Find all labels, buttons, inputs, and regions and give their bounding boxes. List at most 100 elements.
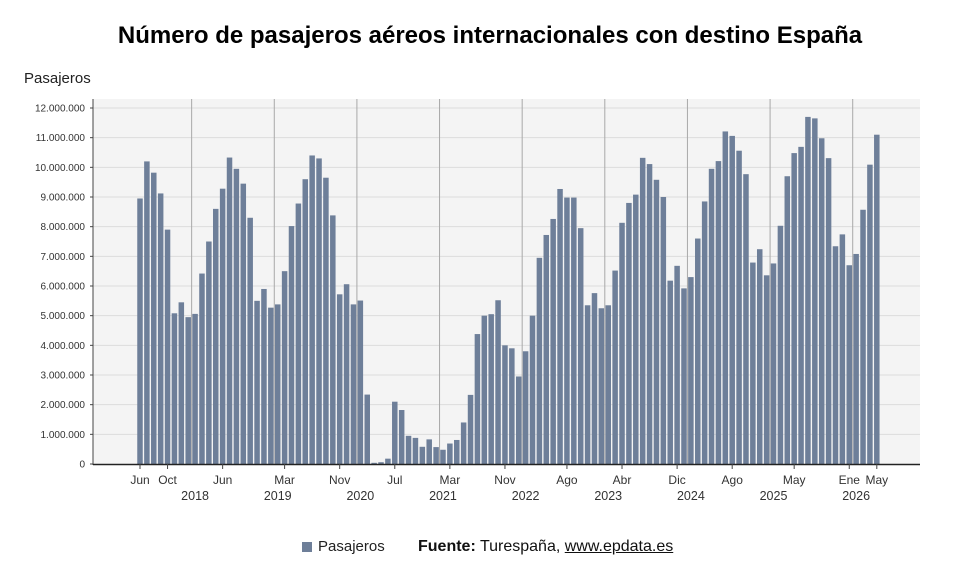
- bar: Sep 2017: [157, 193, 164, 464]
- bar: Ene 2019: [268, 307, 274, 464]
- bar: Nov 2017: [171, 313, 178, 464]
- bar: Feb 2025: [770, 263, 777, 464]
- x-tick-label: Nov: [329, 473, 350, 487]
- bar: Ago 2022: [564, 197, 570, 464]
- bar: Mar 2021: [447, 443, 453, 464]
- y-tick-label: 8.000.000: [41, 222, 86, 233]
- bar: Nov 2020: [419, 446, 426, 464]
- bar: May 2021: [460, 422, 467, 464]
- bar: Ago 2019: [316, 158, 322, 464]
- bar: Sep 2024: [736, 150, 742, 464]
- bar: Sep 2021: [488, 314, 494, 464]
- bar: Nov 2021: [502, 345, 508, 464]
- legend-swatch: [302, 541, 312, 552]
- bar: May 2022: [543, 234, 550, 464]
- bar: Jul 2023: [639, 157, 646, 464]
- bar: Dic 2025: [839, 234, 846, 464]
- x-year-label: 2024: [677, 489, 705, 503]
- bar: Ene 2018: [185, 317, 191, 464]
- bar: Oct 2021: [495, 300, 501, 464]
- bar: Mar 2025: [777, 225, 784, 464]
- bar: Jun 2019: [302, 179, 309, 464]
- x-tick-label: Dic: [668, 473, 685, 487]
- bar: Sep 2022: [571, 197, 577, 464]
- bar: Jul 2025: [805, 116, 811, 465]
- bar: Ago 2024: [729, 135, 735, 464]
- bar: Mar 2023: [612, 270, 618, 464]
- bar: Sep 2020: [405, 435, 412, 464]
- x-tick-label: May: [865, 473, 888, 487]
- bar: May 2019: [295, 203, 302, 464]
- bar: Dic 2017: [178, 302, 185, 464]
- x-year-label: 2019: [264, 489, 292, 503]
- bar: Jun 2018: [219, 188, 226, 464]
- x-year-label: 2022: [512, 489, 540, 503]
- bar: Jul 2024: [722, 131, 729, 464]
- chart-title: Número de pasajeros aéreos internacional…: [117, 22, 863, 49]
- bar: Abr 2023: [619, 222, 625, 464]
- bar: Jul 2022: [557, 188, 563, 465]
- y-axis-title: Pasajeros: [24, 70, 91, 87]
- bar: Oct 2019: [330, 215, 336, 464]
- bar: Oct 2017: [164, 229, 171, 464]
- bar: Jun 2025: [798, 146, 804, 465]
- bar: May 2026: [874, 134, 880, 464]
- bar: Dic 2022: [591, 293, 598, 464]
- bar: Ago 2020: [398, 410, 405, 464]
- bar: Mar 2019: [281, 271, 288, 464]
- bar: Abr 2026: [867, 164, 873, 464]
- bar: Mar 2020: [364, 394, 370, 464]
- bar: Dic 2023: [674, 265, 680, 464]
- y-tick-label: 0: [79, 460, 85, 471]
- bar: Dic 2018: [261, 288, 267, 464]
- y-tick-label: 2.000.000: [41, 400, 86, 411]
- bar: Jun 2020: [385, 458, 391, 464]
- bar: Nov 2023: [667, 280, 673, 464]
- x-tick-label: Ene: [839, 473, 861, 487]
- bar: May 2018: [213, 208, 219, 464]
- bar: Mar 2026: [860, 209, 866, 464]
- bar: Oct 2020: [412, 437, 419, 464]
- bar: Ene 2022: [515, 376, 522, 464]
- bar: Oct 2024: [743, 174, 749, 464]
- bar: Jul 2017: [144, 161, 150, 464]
- bar: Sep 2023: [653, 179, 660, 465]
- bar: Feb 2024: [688, 277, 694, 464]
- y-tick-label: 11.000.000: [36, 133, 86, 144]
- bar: Mar 2018: [199, 273, 205, 464]
- x-tick-label: Ago: [722, 473, 744, 487]
- y-tick-label: 1.000.000: [41, 430, 86, 441]
- x-tick-label: Ago: [556, 473, 578, 487]
- y-axis-ticks: 0 1.000.000 2.000.000 3.000.000 4.000.000 5.0…: [35, 104, 93, 471]
- x-year-label: 2018: [181, 489, 209, 503]
- bar: Dic 2021: [509, 348, 515, 464]
- bar: Dic 2019: [343, 284, 350, 464]
- x-year-label: 2020: [346, 489, 374, 503]
- bar: Abr 2021: [454, 439, 460, 464]
- source-link[interactable]: www.epdata.es: [564, 538, 674, 555]
- bar: Jul 2021: [474, 334, 481, 464]
- y-tick-label: 7.000.000: [41, 252, 86, 263]
- x-tick-label: Jun: [213, 473, 232, 487]
- bar: Abr 2019: [288, 226, 295, 464]
- bar: Ene 2021: [433, 447, 439, 464]
- bar: May 2023: [626, 202, 632, 464]
- bar: Jul 2020: [392, 401, 398, 464]
- bar: Ago 2017: [151, 172, 157, 465]
- x-year-label: 2023: [594, 489, 622, 503]
- bar: Jul 2019: [309, 155, 315, 464]
- bar: Oct 2025: [825, 158, 832, 464]
- bar: Dic 2020: [426, 439, 432, 464]
- bar: Feb 2018: [192, 313, 198, 464]
- bar: Oct 2018: [247, 217, 253, 464]
- x-tick-label: Nov: [494, 473, 515, 487]
- bar: Jun 2017: [137, 198, 143, 465]
- y-tick-label: 10.000.000: [35, 163, 85, 174]
- bar: Ene 2025: [763, 275, 770, 464]
- source-label: Fuente:: [418, 538, 476, 555]
- bar: Feb 2020: [357, 300, 364, 464]
- bar: Ago 2018: [233, 168, 240, 464]
- bar: Jun 2024: [715, 161, 722, 464]
- bar: Nov 2018: [254, 300, 260, 464]
